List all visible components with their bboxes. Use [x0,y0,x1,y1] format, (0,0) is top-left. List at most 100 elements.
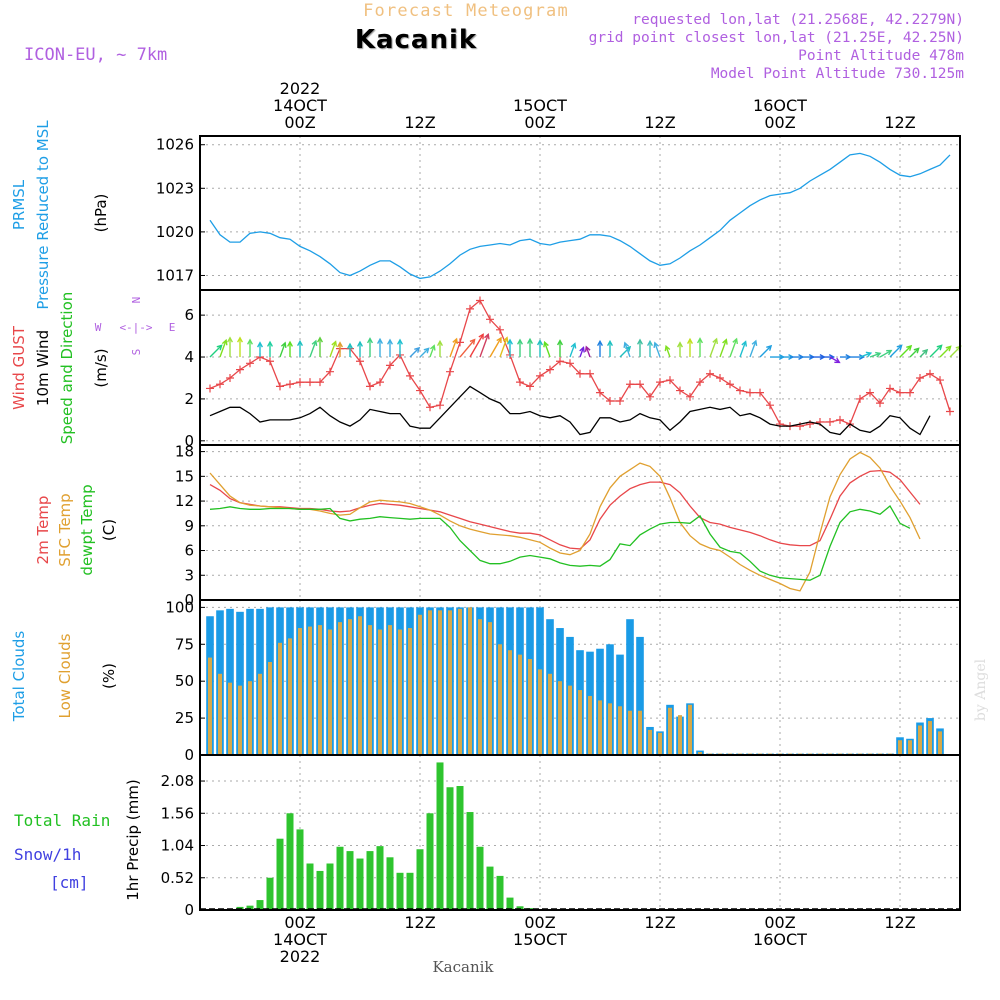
y-tick-label: 6 [184,542,194,560]
time-label-top: 15OCT [513,96,567,115]
gust-marker [936,376,944,385]
gust-marker [566,359,574,368]
y-tick-label: 50 [175,672,194,690]
rain-bar [486,866,494,910]
wind-arrow-head [296,339,304,347]
low-cloud-bar [448,610,452,755]
low-cloud-bar [618,706,622,755]
y-tick-label: 4 [184,348,194,366]
low-cloud-bar [238,685,242,755]
label-pressure-msl: Pressure Reduced to MSL [34,120,52,310]
series-line-2m-temp [209,469,921,550]
panel-pressure: 1017 1020 1023 1026 [156,135,961,291]
wind-arrow-head [496,336,502,343]
wind-arrow [929,344,943,358]
wind-arrow-head [266,340,274,347]
wind-arrow [419,347,430,358]
wind-arrow-head [653,341,660,348]
low-cloud-bar [328,629,332,755]
point-altitude: Point Altitude 478m [798,48,964,64]
y-tick-label: 0 [184,432,194,450]
wind-arrow-head [469,338,476,345]
time-label-top: 16OCT [753,96,807,115]
wind-arrow [489,337,502,358]
time-label-top: 00Z [764,113,795,132]
low-cloud-bar [678,715,682,755]
wind-arrow [939,345,952,358]
gust-marker [606,397,614,406]
wind-arrow-head [922,348,929,355]
wind-arrow [219,340,227,358]
wind-arrow-head [311,339,318,347]
low-cloud-bar [568,685,572,755]
wind-arrow-head [376,337,384,344]
wind-arrow-head [696,337,704,344]
rain-bar [276,838,284,910]
rain-bar [266,877,274,910]
label-cm: [cm] [50,873,89,892]
wind-arrow-head [452,337,459,345]
gust-marker [426,403,434,412]
y-tick-label: 9 [184,517,194,535]
wind-arrow-head [221,338,228,346]
low-cloud-bar [938,731,942,755]
wind-arrow [829,356,840,364]
low-cloud-bar [518,654,522,755]
low-cloud-bar [338,622,342,755]
watermark: by Angel [973,658,989,721]
y-tick-label: 0.52 [161,869,194,887]
wind-arrow-head [414,346,421,353]
wind-arrow [309,340,317,358]
rain-bar [516,906,524,910]
wind-arrow [459,339,476,358]
label-sfc-temp: SFC Temp [56,493,74,566]
low-cloud-bar [388,625,392,755]
wind-arrow [749,340,757,358]
low-cloud-bar [228,682,232,755]
gust-marker [406,371,414,380]
gust-marker [806,420,814,429]
wind-arrow-head [945,345,952,352]
label-dewpt-temp: dewpt Temp [78,484,96,575]
wind-arrow [569,343,576,358]
gust-marker [626,380,634,389]
rain-bar [496,875,504,910]
wind-arrow-head [676,341,684,348]
series-line-sfc-temp [209,451,921,592]
time-label-bottom: 00Z [524,913,555,932]
rain-bar [476,846,484,910]
model-altitude: Model Point Altitude 730.125m [711,66,964,82]
rain-bar [436,762,444,910]
panel-precip: 0 0.52 1.04 1.56 2.08 [161,754,961,919]
gust-marker [756,388,764,397]
wind-arrow [585,346,591,358]
rain-bar [336,846,344,910]
gust-marker [296,378,304,387]
low-cloud-bar [258,673,262,755]
wind-arrow-head [256,341,264,348]
rain-bar [426,813,434,910]
rain-bar [376,846,384,910]
wind-arrow-head [636,338,644,345]
low-cloud-bar [368,625,372,755]
y-tick-label: 6 [184,306,194,324]
gust-marker [486,315,494,324]
gust-marker [586,369,594,378]
gust-marker [726,380,734,389]
wind-arrow-head [579,346,585,353]
wind-arrow [709,338,718,358]
wind-arrow-head [423,347,430,354]
wind-arrow [899,345,912,358]
label-percent: (%) [100,663,118,689]
rain-bar [386,857,394,910]
low-cloud-bar [688,704,692,755]
wind-arrow-head [828,354,836,361]
low-cloud-bar [268,662,272,755]
label-total-clouds: Total Clouds [10,631,28,723]
low-cloud-bar [278,642,282,755]
wind-arrow-head [246,338,254,345]
low-cloud-bar [468,607,472,755]
panel-wind: 0 2 4 6 [184,290,962,450]
gust-marker [376,378,384,387]
